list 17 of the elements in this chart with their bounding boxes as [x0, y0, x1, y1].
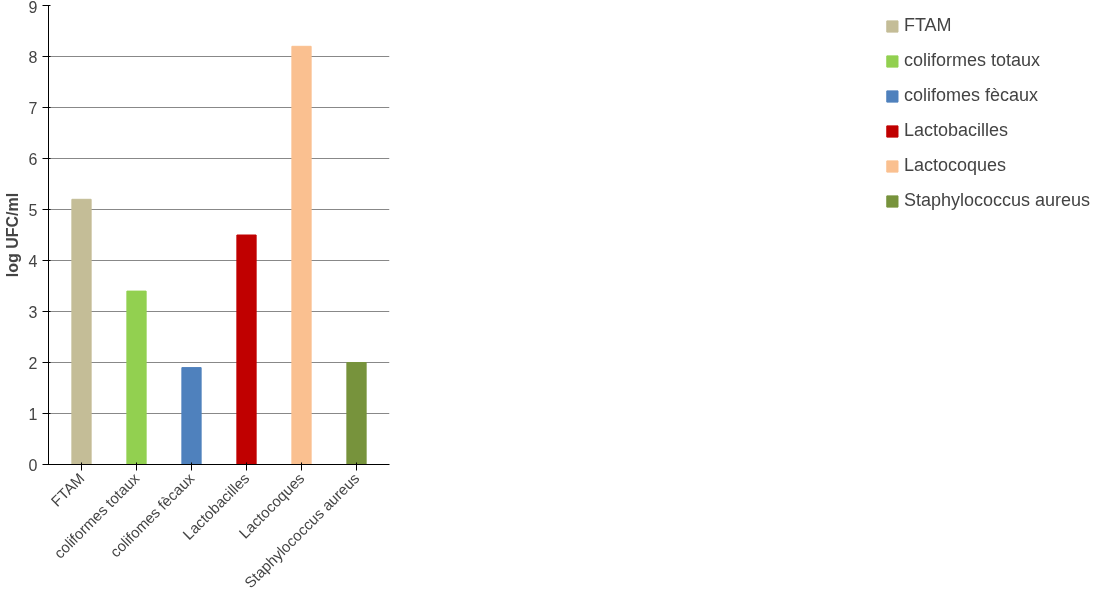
- legend-label: Lactobacilles: [903, 120, 1008, 141]
- legend-label: FTAM: [903, 15, 952, 36]
- y-tick-label: 0: [28, 456, 38, 474]
- y-tick-label: 5: [28, 201, 38, 219]
- y-tick-label: 6: [28, 150, 38, 168]
- y-tick-label: 4: [28, 252, 38, 270]
- legend-label: colifomes fècaux: [903, 85, 1038, 106]
- y-tick-label: 9: [28, 0, 38, 16]
- y-axis-title: log UFC/ml: [3, 192, 21, 278]
- y-tick-label: 3: [28, 303, 38, 321]
- legend-label: Lactocoques: [903, 155, 1006, 176]
- y-tick-label: 1: [28, 405, 38, 423]
- y-tick-label: 7: [28, 99, 38, 117]
- legend-label: Staphylococcus aureus: [903, 190, 1090, 211]
- legend-label: coliformes totaux: [903, 50, 1040, 71]
- y-tick-label: 8: [28, 48, 38, 66]
- y-tick-label: 2: [28, 354, 38, 372]
